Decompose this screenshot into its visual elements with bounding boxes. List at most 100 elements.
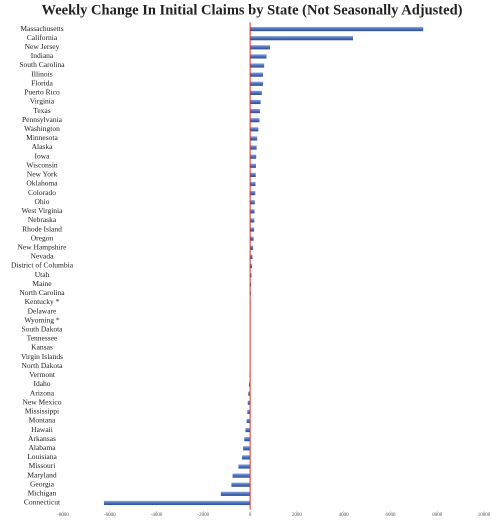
y-tick-label: Missouri bbox=[29, 461, 56, 470]
bar bbox=[220, 491, 251, 496]
y-tick-label: Maryland bbox=[27, 470, 56, 479]
y-tick-label: Delaware bbox=[28, 306, 57, 315]
y-tick-label: Oregon bbox=[31, 233, 54, 242]
y-tick-label: South Carolina bbox=[19, 60, 65, 69]
x-tick-label: 10000 bbox=[478, 513, 491, 518]
y-tick-label: Virgin Islands bbox=[21, 352, 63, 361]
y-tick-label: Arkansas bbox=[28, 434, 56, 443]
y-tick-label: Massachusetts bbox=[20, 24, 63, 33]
y-tick-label: Alaska bbox=[32, 142, 53, 151]
y-tick-label: Florida bbox=[31, 78, 53, 87]
bar bbox=[250, 145, 257, 150]
bar bbox=[250, 218, 255, 223]
y-tick-label: Nevada bbox=[31, 252, 55, 261]
bar bbox=[250, 63, 265, 68]
x-tick-label: 2000 bbox=[292, 513, 303, 518]
bar bbox=[247, 409, 251, 414]
bar bbox=[250, 236, 254, 241]
bar bbox=[232, 473, 251, 478]
y-tick-label: Arizona bbox=[30, 388, 55, 397]
bar bbox=[250, 209, 255, 214]
bar bbox=[250, 45, 270, 50]
y-tick-label: Utah bbox=[35, 270, 50, 279]
bar bbox=[250, 245, 254, 250]
y-tick-label: Idaho bbox=[33, 379, 50, 388]
bar bbox=[250, 108, 260, 114]
y-tick-label: Connecticut bbox=[24, 498, 61, 507]
y-tick-label: Alabama bbox=[28, 443, 56, 452]
bar bbox=[250, 99, 261, 105]
y-tick-label: Nebraska bbox=[28, 215, 57, 224]
bar bbox=[250, 81, 263, 86]
bar bbox=[246, 418, 251, 424]
y-tick-label: South Dakota bbox=[21, 325, 63, 334]
bar bbox=[241, 455, 251, 460]
bar bbox=[250, 273, 252, 278]
y-tick-label: New Jersey bbox=[25, 42, 60, 51]
y-tick-label: Hawaii bbox=[31, 425, 53, 434]
y-tick-label: Kentucky * bbox=[25, 297, 60, 306]
x-tick-label: 6000 bbox=[385, 513, 396, 518]
y-tick-label: Texas bbox=[33, 106, 50, 115]
y-tick-label: Georgia bbox=[30, 479, 55, 488]
bar bbox=[231, 482, 251, 487]
y-tick-label: Michigan bbox=[28, 489, 57, 498]
y-tick-label: Virginia bbox=[30, 97, 55, 106]
x-tick-label: 8000 bbox=[432, 513, 443, 518]
y-tick-label: Rhode Island bbox=[22, 224, 62, 233]
y-tick-label: Minnesota bbox=[26, 133, 58, 142]
bar bbox=[248, 391, 251, 396]
y-tick-label: Wisconsin bbox=[26, 160, 58, 169]
y-tick-label: Montana bbox=[29, 416, 56, 425]
bar bbox=[250, 172, 256, 177]
x-tick-label: -6000 bbox=[104, 513, 116, 518]
bar bbox=[250, 72, 263, 77]
bar bbox=[243, 446, 251, 451]
y-tick-label: Illinois bbox=[31, 69, 52, 78]
bar bbox=[250, 36, 354, 41]
y-tick-label: Mississippi bbox=[25, 407, 59, 416]
y-tick-label: Louisiana bbox=[27, 452, 57, 461]
bar bbox=[250, 190, 256, 196]
bar bbox=[245, 427, 251, 433]
y-tick-label: Washington bbox=[24, 124, 60, 133]
bar bbox=[250, 227, 255, 232]
bar bbox=[250, 26, 424, 32]
y-tick-label: New Mexico bbox=[23, 397, 62, 406]
y-tick-label: Wyoming * bbox=[24, 315, 59, 324]
y-tick-label: California bbox=[27, 33, 58, 42]
bar bbox=[250, 127, 259, 132]
y-tick-label: District of Columbia bbox=[11, 261, 74, 270]
y-tick-label: Kansas bbox=[31, 343, 53, 352]
bar bbox=[250, 263, 252, 269]
y-tick-label: New York bbox=[27, 170, 58, 179]
bar bbox=[250, 136, 258, 141]
y-tick-label: Oklahoma bbox=[26, 179, 58, 188]
bar bbox=[244, 437, 251, 442]
y-tick-label: Ohio bbox=[35, 197, 50, 206]
bar bbox=[250, 154, 257, 159]
x-tick-label: 4000 bbox=[339, 513, 350, 518]
y-tick-label: Colorado bbox=[28, 188, 56, 197]
x-tick-label: 0 bbox=[249, 513, 252, 518]
y-tick-label: New Hampshire bbox=[18, 242, 68, 251]
y-tick-label: Iowa bbox=[35, 151, 51, 160]
bar bbox=[250, 181, 256, 187]
y-tick-label: Puerto Rico bbox=[24, 88, 60, 97]
y-tick-label: Maine bbox=[32, 279, 52, 288]
bar bbox=[250, 90, 262, 95]
y-tick-label: West Virginia bbox=[22, 206, 64, 215]
chart-title: Weekly Change In Initial Claims by State… bbox=[42, 2, 463, 18]
bar bbox=[250, 118, 260, 123]
x-tick-label: -8000 bbox=[57, 513, 69, 518]
bar bbox=[250, 200, 255, 205]
bar bbox=[250, 163, 256, 168]
bar bbox=[103, 500, 251, 506]
y-tick-label: Pennsylvania bbox=[22, 115, 63, 124]
bar bbox=[238, 464, 251, 469]
bar bbox=[250, 54, 267, 59]
bar bbox=[248, 382, 251, 387]
bar bbox=[247, 400, 251, 405]
